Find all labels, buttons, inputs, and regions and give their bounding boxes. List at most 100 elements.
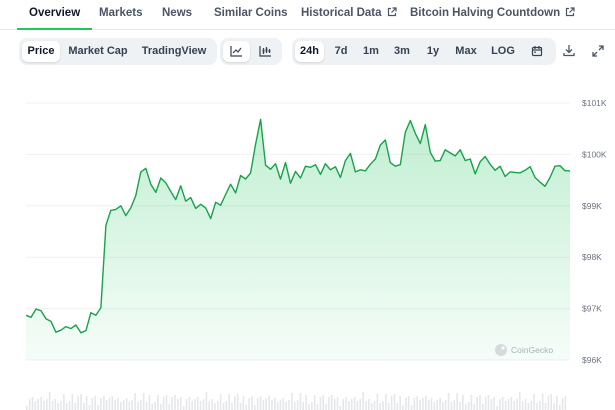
external-link-icon	[565, 7, 575, 20]
tab-similar-coins[interactable]: Similar Coins	[214, 7, 288, 29]
volume-bar	[490, 399, 493, 410]
range-7d[interactable]: 7d	[334, 45, 348, 57]
volume-bar	[37, 399, 39, 410]
volume-bar	[51, 401, 54, 410]
volume-bar	[436, 400, 438, 410]
volume-bar	[80, 394, 82, 410]
volume-bar	[482, 404, 484, 410]
volume-bar	[31, 397, 34, 410]
volume-bar	[524, 399, 527, 410]
tab-bitcoin-halving-countdown[interactable]: Bitcoin Halving Countdown	[410, 7, 575, 29]
range-1m[interactable]: 1m	[363, 45, 379, 57]
price-chart[interactable]: $101K $100K $99K $98K $97K $96K CoinGecko	[0, 70, 615, 410]
volume-bar	[402, 405, 404, 410]
volume-bar	[399, 396, 401, 410]
volume-bar	[88, 405, 91, 410]
range-24h[interactable]: 24h	[295, 41, 324, 62]
tab-markets[interactable]: Markets	[99, 7, 142, 29]
candlestick-chart-button[interactable]	[252, 41, 279, 62]
volume-bar	[34, 401, 37, 410]
tab-overview[interactable]: Overview	[16, 7, 93, 30]
volume-bar	[467, 402, 470, 410]
expand-button[interactable]	[592, 44, 604, 62]
price-tab[interactable]: Price	[22, 41, 60, 62]
volume-bar	[105, 400, 108, 410]
volume-bar	[530, 401, 533, 410]
volume-bar	[348, 401, 350, 410]
volume-bar	[282, 398, 285, 410]
volume-bar	[379, 403, 381, 410]
volume-bar	[65, 403, 68, 410]
volume-bar	[470, 395, 473, 410]
download-button[interactable]	[563, 44, 575, 62]
volume-bar	[311, 402, 313, 410]
volume-bar	[501, 397, 504, 410]
volume-bar	[197, 397, 199, 410]
tradingview-tab[interactable]: TradingView	[141, 45, 207, 57]
volume-bar	[100, 398, 102, 410]
volume-bar	[236, 394, 239, 410]
y-tick-label: $100K	[582, 149, 607, 159]
volume-bar	[330, 395, 333, 410]
range-max[interactable]: Max	[455, 45, 477, 57]
line-chart-button[interactable]	[223, 41, 250, 62]
volume-bar	[202, 399, 205, 410]
y-tick-label: $98K	[582, 252, 602, 262]
section-tabs: Overview Markets News Similar Coins Hist…	[0, 0, 615, 30]
volume-bar	[413, 398, 416, 410]
volume-bar	[140, 400, 142, 410]
volume-bar	[561, 398, 564, 410]
volume-bar	[328, 397, 330, 410]
log-scale-toggle[interactable]: LOG	[491, 45, 515, 57]
tab-historical-data[interactable]: Historical Data	[301, 7, 397, 29]
volume-bar	[393, 394, 396, 410]
volume-bar	[410, 405, 413, 410]
volume-bar	[308, 404, 310, 410]
volume-bar	[145, 402, 148, 410]
volume-bar	[510, 397, 513, 410]
date-range-button[interactable]	[525, 41, 549, 62]
volume-bar	[268, 396, 270, 410]
volume-bar	[137, 402, 139, 410]
volume-bar	[564, 396, 567, 410]
volume-bar	[68, 401, 71, 410]
volume-bar	[142, 393, 145, 410]
volume-bar	[259, 396, 262, 410]
volume-bar	[114, 400, 116, 410]
volume-bar	[504, 401, 507, 410]
range-3m[interactable]: 3m	[394, 45, 410, 57]
download-icon	[563, 44, 575, 61]
volume-bar	[40, 397, 42, 410]
tab-news[interactable]: News	[162, 7, 192, 29]
expand-icon	[592, 44, 604, 61]
volume-bar	[222, 403, 225, 410]
volume-bar	[271, 400, 273, 410]
volume-bar	[345, 397, 347, 410]
volume-bar	[293, 402, 296, 410]
volume-bar	[325, 404, 327, 410]
volume-bar	[376, 394, 379, 410]
volume-bar	[365, 401, 367, 410]
volume-bar	[199, 401, 202, 410]
volume-bar	[83, 403, 85, 410]
volume-bar	[219, 394, 222, 410]
volume-bar	[214, 403, 216, 410]
market-cap-tab[interactable]: Market Cap	[68, 45, 128, 57]
y-tick-label: $96K	[582, 355, 602, 365]
range-1y[interactable]: 1y	[426, 45, 440, 57]
volume-bar	[333, 399, 336, 410]
volume-bar	[74, 403, 77, 410]
volume-bar	[356, 401, 359, 410]
tab-label: Bitcoin Halving Countdown	[410, 7, 561, 19]
volume-bar	[205, 392, 208, 410]
volume-bar	[536, 403, 538, 410]
volume-bar	[128, 402, 131, 410]
price-line	[25, 118, 570, 334]
volume-bar	[556, 396, 558, 410]
tab-label: News	[162, 7, 193, 19]
volume-bar	[57, 403, 59, 410]
volume-bar	[91, 398, 94, 410]
volume-bar	[256, 398, 259, 410]
volume-bar	[171, 397, 173, 410]
volume-bar	[85, 396, 88, 410]
